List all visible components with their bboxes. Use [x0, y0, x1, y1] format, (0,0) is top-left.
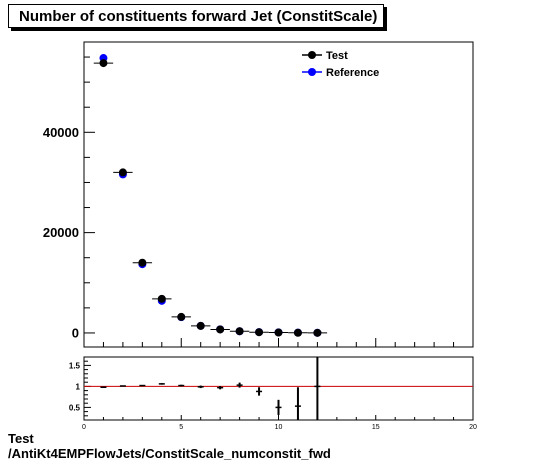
main-axes: 0 20000 40000 [43, 56, 474, 347]
legend-marker [308, 68, 316, 76]
ratio-y-tick-label: 0.5 [69, 403, 81, 412]
test-point [216, 325, 225, 334]
ratio-y-tick-label: 1.5 [69, 361, 81, 370]
ratio-x-tick-label: 10 [275, 424, 283, 431]
main-y-tick-label: 20000 [43, 225, 79, 240]
test-point [235, 327, 244, 336]
test-point [313, 328, 322, 337]
ratio-plot-panel: 0 5 10 15 20 0.5 1 1.5 [69, 356, 477, 431]
main-y-tick-label: 40000 [43, 125, 79, 140]
legend-marker [308, 51, 316, 59]
main-y-tick-label: 0 [72, 325, 79, 340]
legend-label: Test [326, 50, 348, 62]
test-point [177, 312, 186, 321]
chart-title: Number of constituents forward Jet (Cons… [8, 4, 384, 28]
ratio-x-tick-label: 20 [469, 424, 477, 431]
test-point [138, 258, 147, 267]
ratio-y-tick-label: 1 [76, 382, 81, 391]
main-plot-frame [83, 41, 474, 348]
ratio-data-points [84, 357, 473, 420]
test-point [118, 168, 127, 177]
legend-label: Reference [326, 67, 379, 79]
main-plot-panel: 0 20000 40000 Test Reference [43, 41, 474, 348]
main-data-points [93, 54, 328, 337]
test-point [99, 59, 108, 68]
test-point [255, 328, 264, 337]
ratio-x-tick-label: 15 [372, 424, 380, 431]
test-point [157, 294, 166, 303]
test-point [293, 328, 302, 337]
legend: Test Reference [302, 50, 379, 79]
footer-label-path: /AntiKt4EMPFlowJets/ConstitScale_numcons… [8, 446, 331, 461]
test-point [274, 328, 283, 337]
ratio-x-tick-label: 0 [82, 424, 86, 431]
footer-label-test: Test [8, 431, 34, 446]
test-point [196, 321, 205, 330]
ratio-axes: 0 5 10 15 20 0.5 1 1.5 [69, 360, 477, 431]
ratio-x-tick-label: 5 [179, 424, 183, 431]
